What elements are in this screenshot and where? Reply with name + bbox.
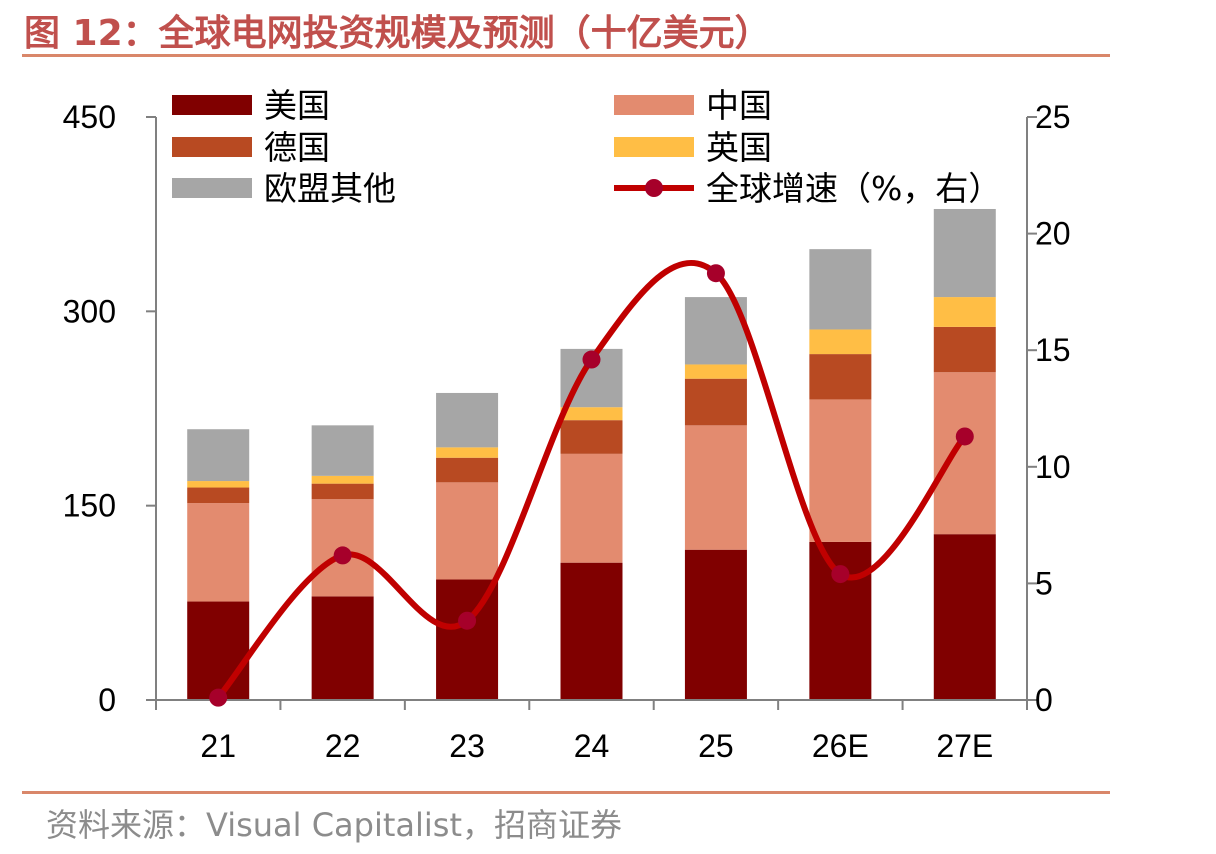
- right-tick-label: 0: [1035, 682, 1053, 718]
- chart-svg: 0 150 300 450 0 5 10 15 20 25 21 22 23 24 25 26E 27E 美国 中…: [63, 86, 1071, 764]
- growth-point-25: [706, 264, 725, 283]
- bar-germany-23: [436, 457, 499, 483]
- x-tick-label: 22: [325, 728, 361, 764]
- bar-uk-24: [560, 407, 623, 421]
- growth-point-26E: [831, 565, 850, 584]
- bar-us-21: [187, 601, 250, 700]
- x-tick-label: 24: [574, 728, 610, 764]
- growth-point-27E: [955, 427, 974, 446]
- right-tick-label: 15: [1035, 332, 1071, 368]
- bar-china-27E: [933, 372, 996, 535]
- legend-label-germany: 德国: [264, 128, 330, 167]
- growth-line-layer: [209, 259, 974, 707]
- left-tick-label: 150: [63, 488, 116, 524]
- bar-uk-26E: [809, 329, 872, 355]
- bar-germany-24: [560, 420, 623, 454]
- right-tick-label: 25: [1035, 99, 1071, 135]
- growth-point-22: [333, 546, 352, 565]
- bar-china-21: [187, 503, 250, 602]
- bar-eu_other-23: [436, 392, 499, 448]
- bar-uk-21: [187, 481, 250, 488]
- bar-us-22: [311, 596, 374, 700]
- x-tick-label: 27E: [936, 728, 993, 764]
- bar-layer: [187, 208, 996, 700]
- bar-uk-23: [436, 447, 499, 458]
- growth-point-21: [209, 688, 228, 707]
- growth-point-24: [582, 350, 601, 369]
- bar-china-26E: [809, 399, 872, 542]
- left-tick-label: 450: [63, 99, 116, 135]
- legend-swatch-germany: [172, 137, 252, 157]
- bar-us-25: [684, 549, 747, 700]
- legend-label-us: 美国: [264, 86, 330, 125]
- bar-germany-22: [311, 483, 374, 500]
- right-tick-label: 5: [1035, 565, 1053, 601]
- bar-uk-22: [311, 475, 374, 484]
- source-rule: [22, 791, 1110, 794]
- bar-germany-26E: [809, 354, 872, 400]
- bar-germany-21: [187, 487, 250, 504]
- bar-uk-25: [684, 364, 747, 379]
- x-tick-label: 21: [200, 728, 236, 764]
- bar-eu_other-27E: [933, 208, 996, 298]
- legend-marker-growth: [645, 179, 663, 197]
- legend-swatch-us: [172, 95, 252, 115]
- bar-china-24: [560, 453, 623, 563]
- x-tick-label: 26E: [812, 728, 869, 764]
- right-tick-label: 20: [1035, 216, 1071, 252]
- legend-label-uk: 英国: [706, 128, 772, 167]
- x-tick-label: 25: [698, 728, 734, 764]
- legend-label-china: 中国: [706, 86, 772, 125]
- axes-layer: 0 150 300 450 0 5 10 15 20 25 21 22 23 24 25 26E 27E: [63, 99, 1071, 764]
- x-tick-label: 23: [449, 728, 485, 764]
- bar-eu_other-21: [187, 429, 250, 482]
- bar-germany-27E: [933, 326, 996, 373]
- legend-label-eu_other: 欧盟其他: [264, 169, 396, 208]
- legend-label-growth: 全球增速（%，右）: [706, 169, 1001, 208]
- growth-point-23: [458, 611, 477, 630]
- source-note: 资料来源：Visual Capitalist，招商证券: [46, 806, 623, 844]
- legend-swatch-china: [614, 95, 694, 115]
- bar-china-23: [436, 482, 499, 580]
- legend-swatch-eu_other: [172, 178, 252, 198]
- bar-china-25: [684, 425, 747, 550]
- chart-title: 图 12：全球电网投资规模及预测（十亿美元）: [24, 13, 771, 54]
- left-tick-label: 300: [63, 293, 116, 329]
- bar-uk-27E: [933, 297, 996, 327]
- bar-us-27E: [933, 534, 996, 700]
- bar-germany-25: [684, 378, 747, 426]
- bar-eu_other-22: [311, 425, 374, 476]
- title-rule: [22, 54, 1110, 57]
- left-tick-label: 0: [98, 682, 116, 718]
- right-tick-label: 10: [1035, 449, 1071, 485]
- bar-eu_other-26E: [809, 249, 872, 330]
- bar-us-24: [560, 562, 623, 700]
- legend-swatch-uk: [614, 137, 694, 157]
